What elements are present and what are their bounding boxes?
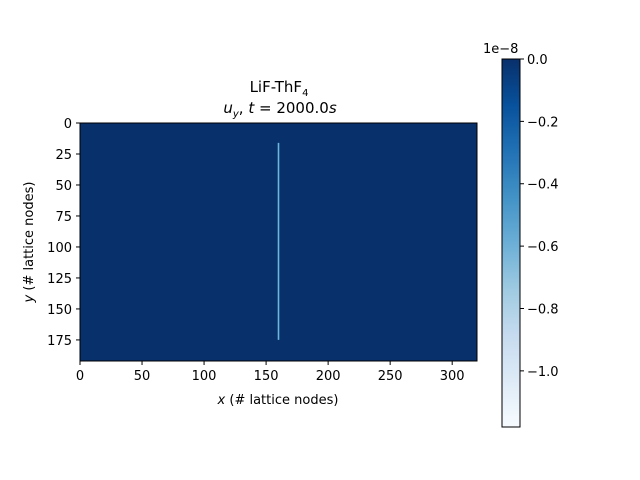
y-tick-label: 75 (55, 210, 72, 225)
chart-title-line1: LiF-ThF4 (250, 78, 309, 99)
y-tick-label: 0 (64, 117, 72, 132)
colorbar-tick-label: −0.6 (527, 240, 559, 255)
y-tick-label: 125 (47, 272, 72, 287)
x-tick-label: 150 (254, 369, 279, 384)
x-tick-label: 50 (134, 369, 151, 384)
x-tick-label: 0 (76, 369, 84, 384)
colorbar-tick-label: −0.8 (527, 302, 559, 317)
chart-title-line2: uy, t = 2000.0s (223, 99, 336, 120)
y-tick-label: 175 (47, 334, 72, 349)
y-axis-label: y (# lattice nodes) (22, 182, 37, 304)
x-tick-label: 300 (440, 369, 465, 384)
colorbar-ticks: 0.0 −0.2 −0.4 −0.6 −0.8 −1.0 (520, 53, 559, 380)
x-axis: 0 50 100 150 200 250 300 (76, 361, 465, 384)
x-axis-label: x (# lattice nodes) (217, 393, 339, 408)
colorbar-tick-label: −0.4 (527, 178, 559, 193)
colorbar-offset-label: 1e−8 (483, 42, 518, 57)
y-axis: 0 25 50 75 100 125 150 175 (47, 117, 80, 349)
y-tick-label: 25 (55, 148, 72, 163)
x-tick-label: 200 (316, 369, 341, 384)
colorbar-tick-label: −1.0 (527, 365, 559, 380)
x-tick-label: 100 (192, 369, 217, 384)
x-tick-label: 250 (378, 369, 403, 384)
y-tick-label: 100 (47, 241, 72, 256)
y-tick-label: 50 (55, 179, 72, 194)
plot-frame (79, 122, 478, 362)
y-tick-label: 150 (47, 303, 72, 318)
colorbar-tick-label: 0.0 (527, 53, 548, 68)
colorbar (501, 58, 521, 428)
colorbar-tick-label: −0.2 (527, 115, 559, 130)
